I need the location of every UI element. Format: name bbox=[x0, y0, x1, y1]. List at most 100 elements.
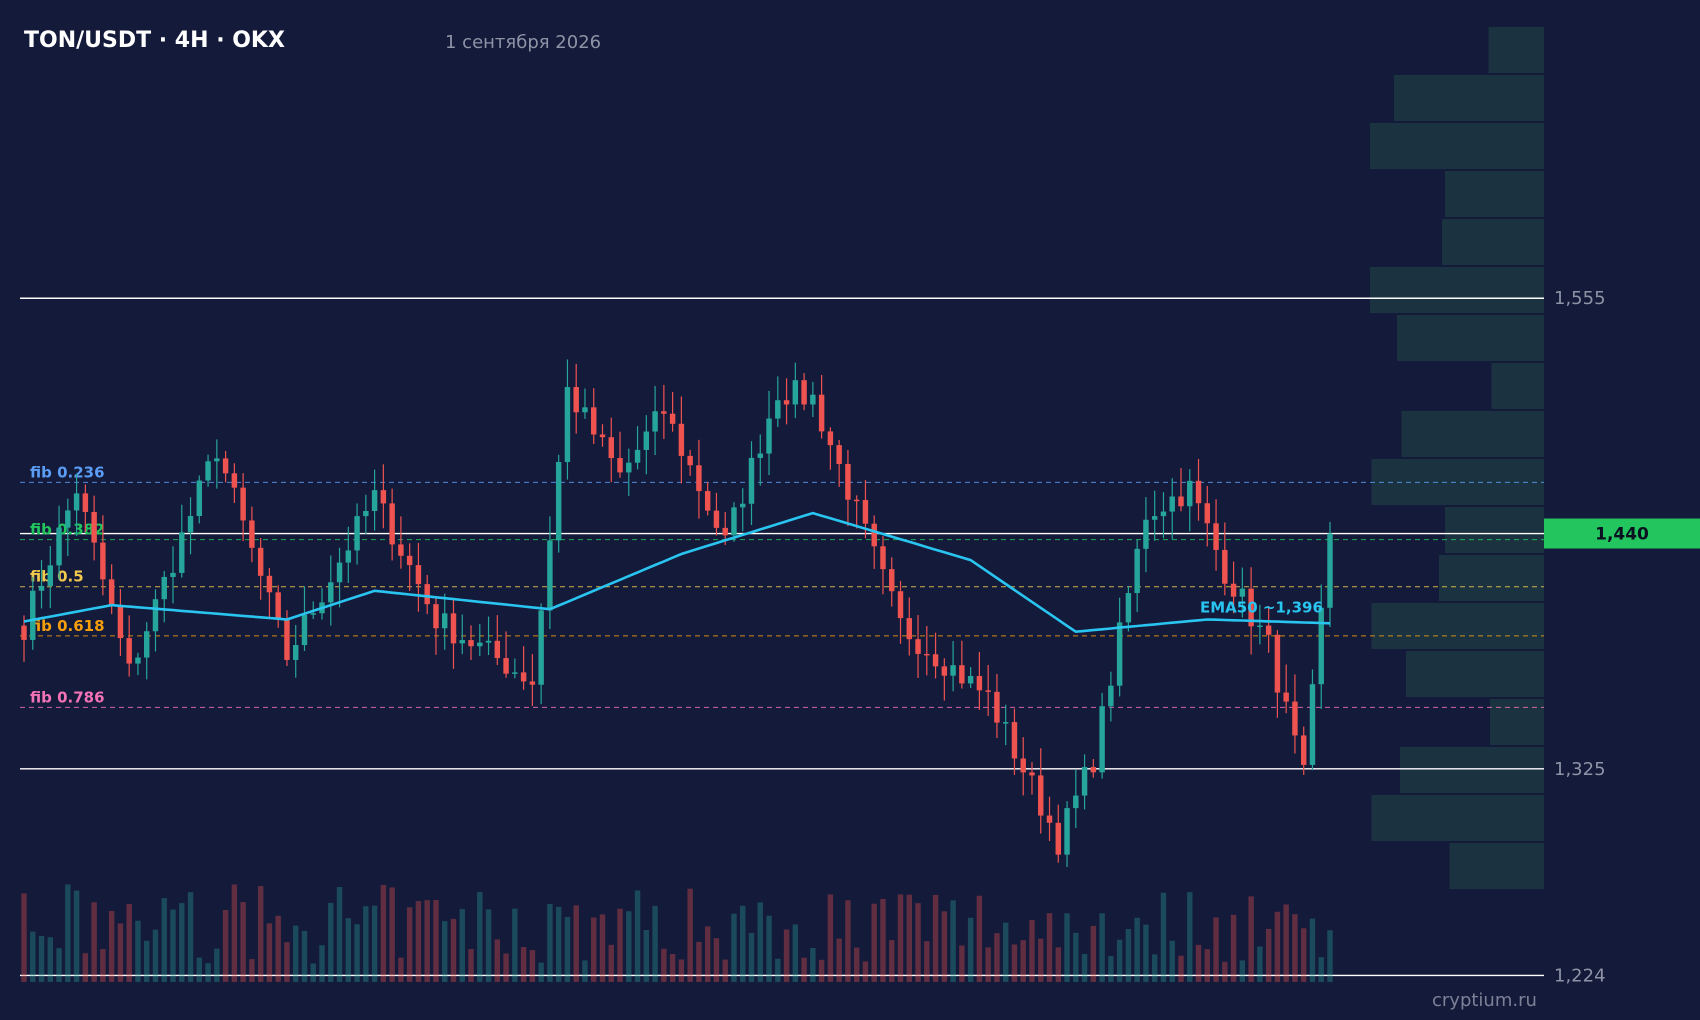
volume-bar bbox=[1292, 914, 1298, 982]
volume-bar bbox=[108, 910, 115, 982]
volume-bar bbox=[853, 947, 860, 982]
candle-body bbox=[1248, 588, 1254, 627]
candle-body bbox=[1309, 684, 1316, 765]
volume-bar bbox=[1160, 892, 1167, 982]
volume-bar bbox=[994, 933, 1000, 982]
candle-body bbox=[722, 527, 728, 536]
volume-bar bbox=[1064, 913, 1070, 982]
candle-body bbox=[152, 599, 159, 632]
volume-bar bbox=[792, 924, 799, 982]
volume-profile-bar bbox=[1371, 603, 1544, 649]
volume-bar bbox=[1134, 917, 1140, 982]
volume-profile-bar bbox=[1371, 795, 1544, 841]
volume-bar bbox=[941, 911, 948, 982]
volume-bar bbox=[1108, 956, 1114, 982]
candle-body bbox=[380, 490, 387, 504]
candle-body bbox=[976, 675, 983, 691]
fib-level-label: fib 0.618 bbox=[30, 617, 105, 635]
candle-body bbox=[889, 569, 895, 592]
candle-body bbox=[205, 461, 211, 481]
volume-bar bbox=[529, 949, 536, 982]
candle-body bbox=[257, 547, 264, 576]
candle-body bbox=[818, 394, 825, 432]
candle-body bbox=[1169, 496, 1175, 512]
current-price-tag bbox=[1544, 518, 1700, 549]
volume-bar bbox=[73, 890, 80, 982]
candle-body bbox=[126, 638, 132, 664]
volume-bar bbox=[503, 953, 509, 982]
volume-bar bbox=[319, 945, 325, 982]
volume-bar bbox=[766, 915, 772, 982]
volume-bar bbox=[222, 910, 229, 982]
volume-profile-bar bbox=[1490, 699, 1544, 745]
candle-body bbox=[21, 625, 27, 640]
volume-bar bbox=[1213, 917, 1219, 982]
volume-profile-bar bbox=[1370, 123, 1544, 169]
volume-bar bbox=[582, 960, 588, 982]
candle-body bbox=[485, 640, 492, 643]
candle-body bbox=[1038, 775, 1044, 816]
volume-bar bbox=[1046, 913, 1053, 982]
volume-bar bbox=[634, 890, 641, 982]
volume-bar bbox=[442, 921, 448, 982]
candle-body bbox=[1265, 625, 1272, 635]
candle-body bbox=[371, 490, 378, 512]
ema50-line bbox=[23, 511, 1331, 634]
candle-body bbox=[924, 653, 930, 656]
volume-bar bbox=[135, 920, 141, 982]
candle-body bbox=[1099, 706, 1105, 773]
candle-body bbox=[757, 453, 763, 458]
candle-body bbox=[214, 458, 220, 462]
volume-bar bbox=[520, 947, 527, 982]
volume-bar bbox=[1002, 922, 1009, 982]
candle-body bbox=[301, 614, 308, 646]
candle-body bbox=[91, 511, 97, 543]
candle-body bbox=[135, 657, 141, 664]
volume-bar bbox=[477, 892, 483, 982]
candle-body bbox=[1187, 480, 1193, 507]
candle-body bbox=[1327, 533, 1333, 608]
candle-body bbox=[608, 437, 614, 459]
candle-body bbox=[1151, 516, 1158, 520]
candle-body bbox=[1064, 808, 1070, 855]
volume-bar bbox=[555, 906, 562, 982]
volume-bar bbox=[696, 941, 702, 982]
volume-bar bbox=[424, 900, 430, 982]
volume-bar bbox=[1116, 939, 1123, 982]
candle-body bbox=[398, 544, 404, 556]
candle-body bbox=[564, 387, 571, 463]
candle-body bbox=[1081, 766, 1088, 796]
fib-level-label: fib 0.786 bbox=[30, 688, 105, 706]
volume-bar bbox=[836, 938, 842, 982]
candle-body bbox=[775, 400, 781, 419]
volume-bar bbox=[678, 959, 685, 982]
volume-profile-bar bbox=[1491, 363, 1544, 409]
candle-body bbox=[1283, 692, 1289, 702]
volume-bar bbox=[1151, 954, 1158, 982]
candle-body bbox=[520, 672, 527, 682]
candle-body bbox=[1318, 607, 1324, 685]
volume-bar bbox=[275, 915, 281, 982]
volume-bar bbox=[117, 923, 124, 982]
candle-body bbox=[591, 407, 597, 435]
candle-body bbox=[810, 394, 816, 405]
candle-body bbox=[30, 590, 36, 640]
candle-body bbox=[477, 642, 483, 647]
volume-bar bbox=[1090, 925, 1097, 982]
candle-body bbox=[100, 542, 106, 580]
candle-body bbox=[196, 480, 203, 517]
volume-profile-bar bbox=[1397, 315, 1544, 361]
volume-profile-bar bbox=[1406, 651, 1544, 697]
fib-level-label: fib 0.236 bbox=[30, 463, 105, 481]
volume-bar bbox=[915, 903, 921, 982]
volume-bar bbox=[1029, 919, 1035, 982]
candle-body bbox=[1195, 480, 1202, 504]
candle-body bbox=[626, 462, 632, 473]
volume-bar bbox=[301, 930, 308, 982]
candle-body bbox=[310, 613, 316, 615]
volume-bar bbox=[547, 903, 553, 982]
volume-bar bbox=[485, 909, 492, 982]
volume-bar bbox=[196, 957, 203, 982]
candle-body bbox=[442, 613, 448, 629]
